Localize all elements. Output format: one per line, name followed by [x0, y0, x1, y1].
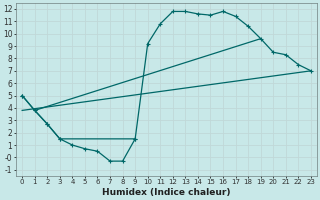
X-axis label: Humidex (Indice chaleur): Humidex (Indice chaleur) — [102, 188, 231, 197]
